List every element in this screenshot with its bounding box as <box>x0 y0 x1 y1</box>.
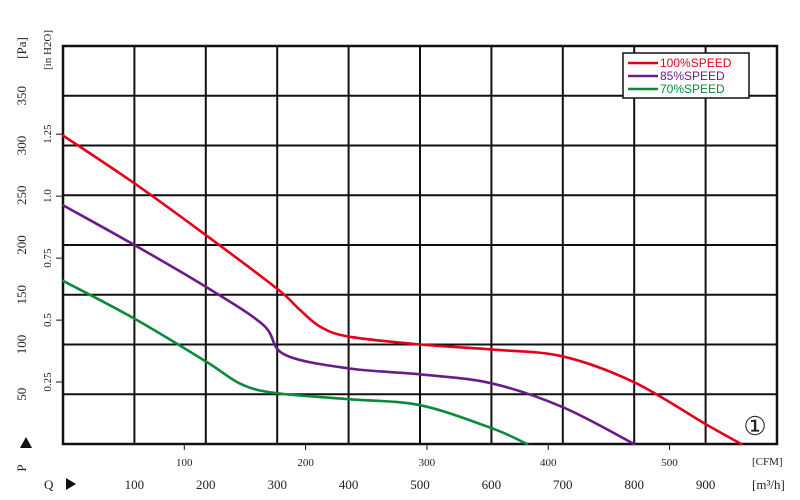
x-tick-label: 200 <box>196 477 216 492</box>
y-axis-unit-pa: [Pa] <box>14 37 29 59</box>
y-tick-label: 150 <box>14 285 29 305</box>
x2-tick-label: 500 <box>661 457 678 469</box>
y2-tick-label: 1.25 <box>42 124 54 144</box>
x-tick-label: 900 <box>696 477 716 492</box>
series-line-0 <box>61 134 743 446</box>
y-tick-label: 350 <box>14 86 29 106</box>
legend-label: 85%SPEED <box>660 69 725 83</box>
curve-annotation: ① <box>743 412 766 441</box>
y2-tick-label: 0.5 <box>42 313 54 327</box>
y-tick-label: 200 <box>14 235 29 255</box>
y-tick-labels-inh2o: 0.25 0.5 0.75 1.0 1.25 <box>42 124 63 392</box>
y-axis-symbol: P <box>14 464 29 471</box>
x-tick-label: 600 <box>482 477 502 492</box>
y-tick-label: 250 <box>14 186 29 206</box>
y2-tick-label: 1.0 <box>42 189 54 203</box>
x-axis-unit-cfm: [CFM] <box>752 456 783 468</box>
y-axis-unit-inh2o: [in H2O] <box>42 30 54 70</box>
plot-frame <box>61 44 779 446</box>
legend-label: 70%SPEED <box>660 82 725 96</box>
grid-lines <box>63 46 777 444</box>
x-tick-labels-cfm: 100 200 300 400 500 <box>176 444 678 469</box>
annotation-bg <box>740 411 770 441</box>
x-tick-label: 300 <box>267 477 287 492</box>
x-tick-label: 100 <box>125 477 145 492</box>
x2-tick-label: 300 <box>419 457 436 469</box>
y-tick-label: 50 <box>14 388 29 401</box>
x-axis-symbol: Q <box>44 477 54 492</box>
x-tick-label: 400 <box>339 477 359 492</box>
x-tick-label: 800 <box>624 477 644 492</box>
x2-tick-label: 100 <box>176 457 193 469</box>
x-axis-arrow-icon <box>66 478 76 490</box>
y-tick-label: 300 <box>14 136 29 156</box>
y2-tick-label: 0.75 <box>42 248 54 268</box>
y-tick-label: 100 <box>14 335 29 355</box>
y2-tick-label: 0.25 <box>42 372 54 392</box>
y-axis-arrow-icon <box>20 437 32 448</box>
legend-label: 100%SPEED <box>660 56 732 70</box>
series-line-2 <box>61 279 529 446</box>
x2-tick-label: 200 <box>297 457 314 469</box>
x-axis-unit-m3h: [m³/h] <box>752 477 785 492</box>
series-line-1 <box>61 203 636 446</box>
y-tick-labels-pa: 50 100 150 200 250 300 350 <box>14 86 29 401</box>
x-tick-labels-m3h: 100 200 300 400 500 600 700 800 900 <box>125 477 716 492</box>
series-lines <box>61 134 743 446</box>
x2-tick-label: 400 <box>540 457 557 469</box>
x-tick-label: 500 <box>410 477 430 492</box>
x-tick-label: 700 <box>553 477 573 492</box>
